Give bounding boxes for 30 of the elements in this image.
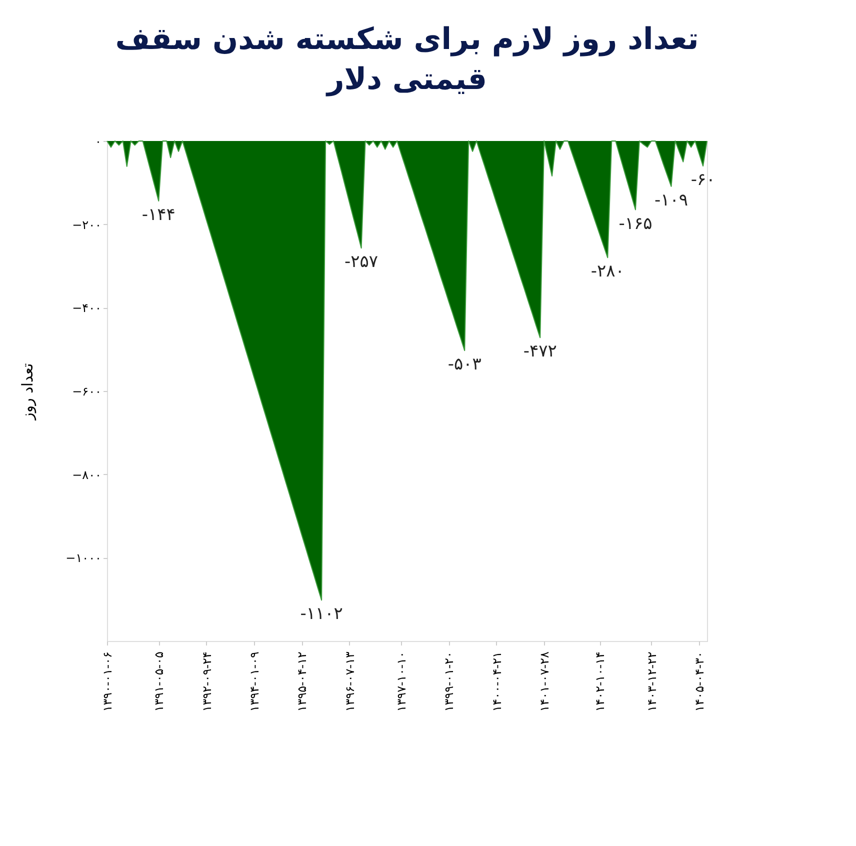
y-tick-label: −۸۰۰: [72, 468, 102, 482]
annotation: -۲۵۷: [344, 252, 378, 272]
y-tick-label: −۲۰۰: [72, 218, 102, 232]
annotation: -۲۸۰: [590, 262, 624, 282]
annotation: -۱۰۹: [654, 190, 688, 210]
x-tick-label: ۱۴۰۳-۱۲-۲۲: [644, 652, 659, 712]
x-tick-label: ۱۳۹۹-۰۱-۲۰: [442, 652, 456, 712]
x-tick-label: ۱۳۹۷-۱۰-۱۰: [394, 652, 409, 712]
annotation: -۱۱۰۲: [300, 604, 343, 624]
y-tick-label: −۶۰۰: [72, 384, 102, 398]
y-axis-title: تعداد روز: [18, 363, 37, 421]
y-tick-label: −۱۰۰۰: [66, 551, 102, 566]
x-tick-label: ۱۴۰۲-۱۰-۱۴: [593, 652, 608, 712]
x-tick-label: ۱۴۰۵-۰۴-۳۰: [692, 652, 707, 712]
x-tick-label: ۱۳۹۰-۰۱-۰۶: [100, 652, 114, 712]
annotation: -۱۶۵: [618, 214, 652, 234]
x-tick-label: ۱۳۹۶-۰۷-۱۳: [342, 650, 357, 712]
x-tick-label: ۱۴۰۱-۰۷-۲۸: [538, 650, 552, 712]
x-tick-label: ۱۳۹۵-۰۴-۱۲: [295, 652, 310, 712]
x-tick-label: ۱۳۹۴-۰۱-۰۹: [248, 652, 262, 712]
annotation: -۵۰۳: [448, 354, 482, 375]
annotation: -۴۷۲: [523, 342, 557, 362]
chart-title: تعداد روز لازم برای شکسته شدن سقف قیمتی دلار: [115, 22, 699, 97]
y-tick-label: ۰: [95, 134, 102, 148]
x-tick-label: ۱۳۹۱-۰۵-۰۵: [152, 652, 166, 712]
x-tick-label: ۱۳۹۲-۰۹-۲۴: [200, 652, 214, 712]
annotation: -۶۰: [690, 170, 716, 190]
annotation: -۱۴۴: [142, 205, 176, 225]
x-tick-label: ۱۴۰۰-۰۴-۲۱: [490, 652, 504, 712]
y-tick-label: −۴۰۰: [72, 301, 102, 316]
